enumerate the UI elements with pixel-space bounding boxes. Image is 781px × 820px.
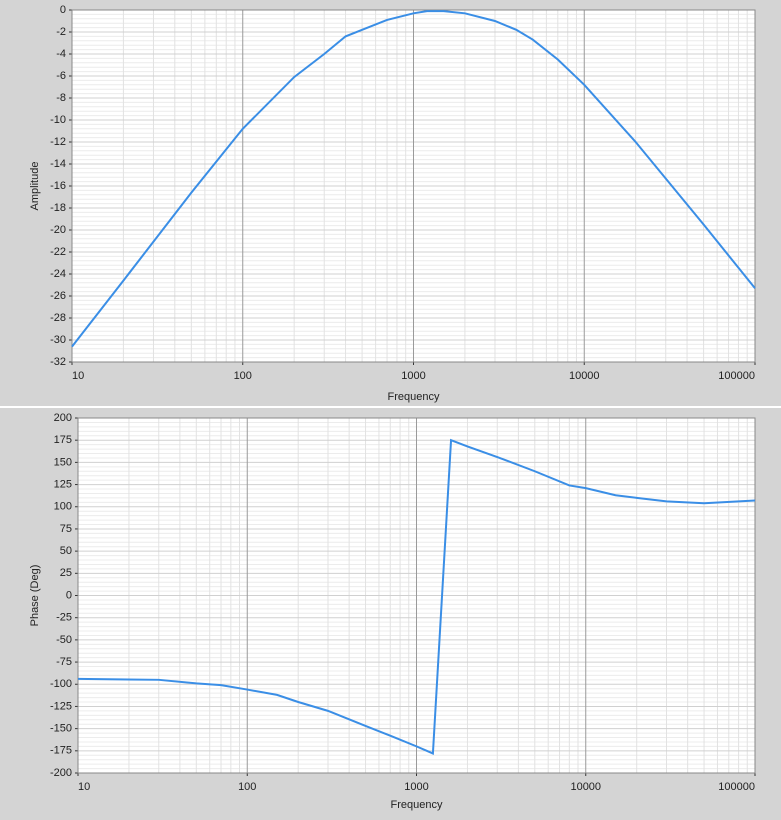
y-tick-label: -24 — [50, 268, 66, 280]
y-tick-label: -6 — [56, 70, 66, 82]
y-tick-label: -32 — [50, 356, 66, 368]
y-tick-label: -20 — [50, 224, 66, 236]
y-tick-label: 75 — [60, 523, 72, 535]
y-tick-label: -100 — [50, 678, 72, 690]
x-axis-label: Frequency — [391, 799, 443, 811]
y-tick-label: -125 — [50, 700, 72, 712]
y-tick-label: -175 — [50, 745, 72, 757]
x-tick-label: 10 — [78, 781, 90, 793]
y-tick-label: 150 — [54, 456, 72, 468]
y-tick-label: -4 — [56, 48, 66, 60]
y-tick-label: -75 — [56, 656, 72, 668]
y-tick-label: 200 — [54, 412, 72, 424]
y-tick-label: -30 — [50, 334, 66, 346]
y-tick-label: -50 — [56, 634, 72, 646]
plot-border — [71, 9, 756, 363]
y-tick-label: -8 — [56, 92, 66, 104]
y-tick-label: -2 — [56, 26, 66, 38]
y-tick-label: 50 — [60, 545, 72, 557]
y-tick-label: -18 — [50, 202, 66, 214]
y-tick-label: -150 — [50, 723, 72, 735]
y-tick-label: 100 — [54, 501, 72, 513]
y-tick-label: 0 — [60, 4, 66, 16]
y-tick-label: -16 — [50, 180, 66, 192]
y-tick-label: -28 — [50, 312, 66, 324]
y-tick-label: -10 — [50, 114, 66, 126]
y-axis-label: Phase (Deg) — [29, 565, 41, 627]
x-tick-label: 10 — [72, 370, 84, 382]
y-tick-label: 125 — [54, 478, 72, 490]
x-tick-label: 1000 — [404, 781, 428, 793]
y-axis-label: Amplitude — [29, 162, 41, 211]
y-tick-label: -22 — [50, 246, 66, 258]
y-tick-label: 175 — [54, 434, 72, 446]
plot-border — [77, 417, 756, 774]
y-tick-label: -200 — [50, 767, 72, 779]
x-tick-label: 100000 — [718, 781, 755, 793]
y-tick-label: -25 — [56, 612, 72, 624]
y-tick-label: -26 — [50, 290, 66, 302]
y-tick-label: -12 — [50, 136, 66, 148]
x-tick-label: 100 — [238, 781, 256, 793]
data-line — [71, 10, 756, 348]
x-tick-label: 10000 — [569, 370, 600, 382]
y-tick-label: -14 — [50, 158, 66, 170]
x-tick-label: 100 — [234, 370, 252, 382]
x-axis-label: Frequency — [388, 391, 440, 403]
data-line — [77, 438, 756, 755]
x-tick-label: 1000 — [401, 370, 425, 382]
y-tick-label: 0 — [66, 589, 72, 601]
x-tick-label: 10000 — [570, 781, 601, 793]
x-tick-label: 100000 — [718, 370, 755, 382]
y-tick-label: 25 — [60, 567, 72, 579]
